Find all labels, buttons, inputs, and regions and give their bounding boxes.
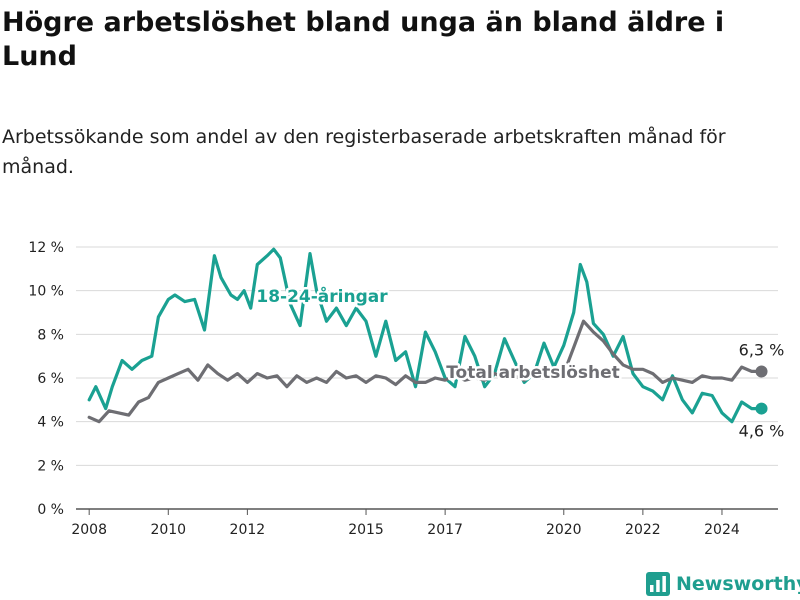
- series-line-1: [87, 319, 764, 424]
- y-axis: 0 % 2 % 4 % 6 % 8 % 10 % 12 %: [28, 240, 64, 518]
- y-tick-label: 8 %: [37, 327, 64, 343]
- x-tick-label: 2015: [348, 522, 384, 538]
- y-tick-label: 6 %: [37, 371, 64, 387]
- brand-name: Newsworthy: [676, 573, 800, 595]
- series-name-label: Total arbetslöshet: [446, 363, 620, 383]
- series-end-label: 4,6 %: [739, 422, 785, 441]
- x-tick-label: 2008: [71, 522, 107, 538]
- x-tick-label: 2024: [704, 522, 740, 538]
- y-tick-label: 12 %: [28, 240, 64, 256]
- x-tick-label: 2022: [625, 522, 661, 538]
- x-axis: 2008 2010 2012 2015 2017 2020 2022 2024: [71, 509, 740, 538]
- chart-subtitle: Arbetssökande som andel av den registerb…: [2, 126, 726, 178]
- y-tick-label: 4 %: [37, 415, 64, 431]
- x-tick-label: 2010: [150, 522, 186, 538]
- y-tick-label: 0 %: [37, 502, 64, 518]
- newsworthy-logo-icon: [646, 572, 670, 596]
- x-tick-label: 2017: [427, 522, 463, 538]
- series-end-label: 6,3 %: [739, 340, 785, 359]
- x-tick-label: 2020: [546, 522, 582, 538]
- brand-logo: Newsworthy: [646, 570, 800, 598]
- y-tick-label: 2 %: [37, 458, 64, 474]
- x-tick-label: 2012: [230, 522, 266, 538]
- series-name-label: 18-24-åringar: [256, 285, 388, 307]
- series-lines: [87, 247, 768, 424]
- series-end-point-0: [755, 402, 768, 415]
- chart-title: Högre arbetslöshet bland unga än bland ä…: [2, 7, 725, 72]
- series-line-0: [87, 247, 764, 424]
- series-labels: 18-24-åringar Total arbetslöshet 6,3 % 4,6 …: [254, 283, 787, 443]
- series-end-point-1: [755, 365, 768, 378]
- y-tick-label: 10 %: [28, 284, 64, 300]
